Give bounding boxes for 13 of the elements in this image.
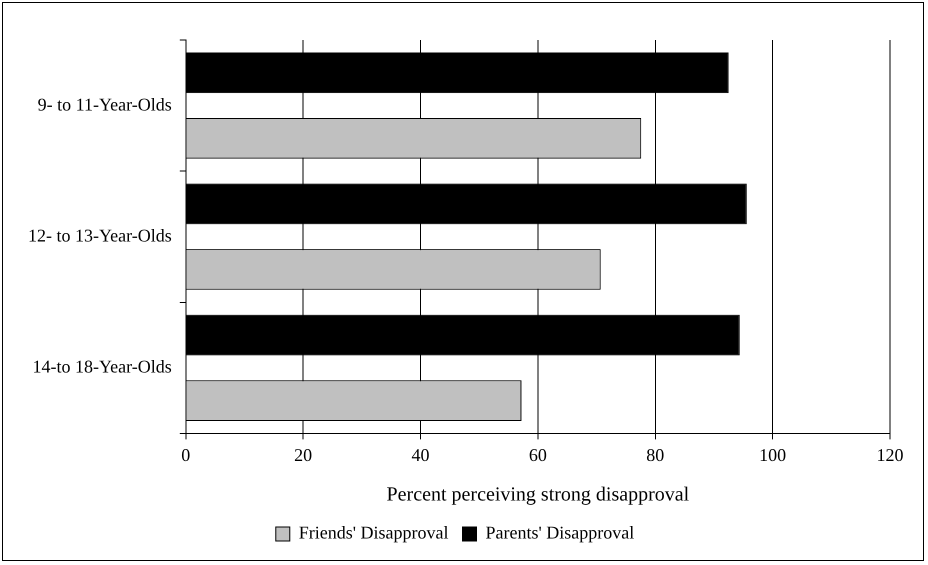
x-tick-label: 20 [294,444,312,465]
x-tick-label: 80 [646,444,664,465]
x-tick-label: 120 [876,444,904,465]
y-tick-label: 9- to 11-Year-Olds [38,94,172,114]
x-tick-label: 60 [528,444,547,465]
x-tick-label: 100 [759,444,786,465]
x-tick-label: 0 [181,444,190,465]
y-tick-label: 12- to 13-Year-Olds [28,225,172,246]
y-tick-label: 14-to 18-Year-Olds [32,356,172,377]
x-tick-label: 40 [412,444,430,465]
x-axis-title: Percent perceiving strong disapproval [386,483,690,506]
legend-label: Parents' Disapproval [486,522,634,543]
legend-label: Friends' Disapproval [298,522,449,543]
